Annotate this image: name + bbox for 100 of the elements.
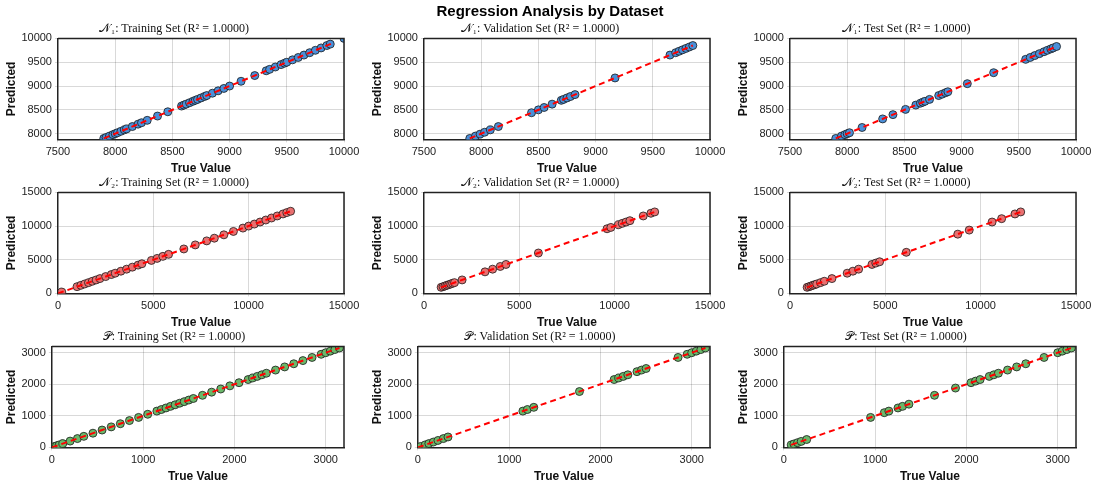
x-tick-label: 0 <box>420 299 428 312</box>
y-tick-label: 15000 <box>21 185 52 198</box>
x-tick-label: 0 <box>54 299 62 312</box>
y-tick-label: 8000 <box>759 126 784 139</box>
y-tick-label: 9000 <box>759 79 784 92</box>
x-tick-label: 9000 <box>217 145 242 158</box>
x-tick-label: 5000 <box>507 299 532 312</box>
y-tick-label: 9500 <box>759 55 784 68</box>
y-tick-label: 5000 <box>393 252 418 265</box>
y-tick-label: 10000 <box>753 31 784 44</box>
x-axis-title: True Value <box>899 469 961 484</box>
x-tick-label: 15000 <box>328 299 360 312</box>
x-tick-label: 15000 <box>1060 299 1092 312</box>
y-tick-label: 2000 <box>21 377 46 390</box>
x-tick-label: 10000 <box>328 145 360 158</box>
x-tick-label: 1000 <box>496 453 522 466</box>
y-axis-title: Predicted <box>3 215 18 271</box>
x-tick-label: 2000 <box>588 453 613 466</box>
x-tick-label: 8500 <box>526 145 551 158</box>
y-tick-label: 10000 <box>387 31 418 44</box>
y-tick-label: 0 <box>777 286 784 299</box>
x-tick-label: 0 <box>786 299 794 312</box>
x-tick-label: 1000 <box>130 453 156 466</box>
y-tick-label: 10000 <box>21 31 52 44</box>
chart-title: 𝒩₁: Training Set (R² = 1.0000) <box>99 21 249 36</box>
y-tick-label: 3000 <box>753 345 778 358</box>
y-tick-label: 3000 <box>387 345 412 358</box>
x-tick-label: 9500 <box>1006 145 1032 158</box>
y-tick-label: 10000 <box>21 219 52 232</box>
chart-title: 𝒫: Validation Set (R² = 1.0000) <box>464 329 616 344</box>
x-axis-title: True Value <box>902 161 964 176</box>
x-tick-label: 10000 <box>1060 145 1092 158</box>
x-tick-label: 5000 <box>873 299 898 312</box>
x-tick-label: 8500 <box>892 145 917 158</box>
x-tick-label: 3000 <box>313 453 338 466</box>
y-tick-label: 8000 <box>393 126 418 139</box>
chart-title: 𝒫: Training Set (R² = 1.0000) <box>102 329 246 344</box>
x-tick-label: 7500 <box>411 145 437 158</box>
y-tick-label: 0 <box>411 286 418 299</box>
chart-title: 𝒩₂: Validation Set (R² = 1.0000) <box>460 175 620 190</box>
y-tick-label: 5000 <box>759 252 784 265</box>
x-tick-label: 8500 <box>160 145 185 158</box>
y-tick-label: 15000 <box>753 185 784 198</box>
y-axis-title: Predicted <box>3 369 18 425</box>
y-tick-label: 10000 <box>387 219 418 232</box>
y-axis-title: Predicted <box>3 61 18 117</box>
y-axis-title: Predicted <box>369 215 384 271</box>
x-tick-label: 9500 <box>274 145 300 158</box>
chart-title: 𝒩₁: Validation Set (R² = 1.0000) <box>460 21 620 36</box>
x-axis-title: True Value <box>536 161 598 176</box>
y-tick-label: 2000 <box>753 377 778 390</box>
x-axis-title: True Value <box>902 315 964 330</box>
y-tick-label: 2000 <box>387 377 412 390</box>
y-tick-label: 8500 <box>393 102 418 115</box>
x-axis-title: True Value <box>167 469 229 484</box>
x-axis-title: True Value <box>170 315 232 330</box>
x-tick-label: 5000 <box>141 299 166 312</box>
y-tick-label: 0 <box>771 440 778 453</box>
y-tick-label: 0 <box>45 286 52 299</box>
x-tick-label: 1000 <box>862 453 888 466</box>
x-tick-label: 10000 <box>599 299 630 312</box>
chart-title: 𝒩₂: Test Set (R² = 1.0000) <box>841 175 971 190</box>
y-axis-title: Predicted <box>735 369 750 425</box>
text: Regression Analysis by Dataset <box>435 1 665 21</box>
x-tick-label: 3000 <box>679 453 704 466</box>
y-tick-label: 0 <box>405 440 412 453</box>
x-tick-label: 2000 <box>954 453 979 466</box>
y-tick-label: 8500 <box>27 102 52 115</box>
y-axis-title: Predicted <box>735 61 750 117</box>
x-axis-title: True Value <box>533 469 595 484</box>
y-axis-title: Predicted <box>369 61 384 117</box>
y-tick-label: 9500 <box>27 55 52 68</box>
y-tick-label: 3000 <box>21 345 46 358</box>
y-tick-label: 1000 <box>21 408 46 421</box>
chart-title: 𝒩₁: Test Set (R² = 1.0000) <box>841 21 971 36</box>
x-tick-label: 9000 <box>949 145 974 158</box>
chart-title: 𝒩₂: Training Set (R² = 1.0000) <box>99 175 249 190</box>
y-tick-label: 5000 <box>27 252 52 265</box>
x-tick-label: 10000 <box>233 299 264 312</box>
y-tick-label: 9500 <box>393 55 418 68</box>
y-tick-label: 8000 <box>27 126 52 139</box>
x-tick-label: 7500 <box>45 145 71 158</box>
y-axis-title: Predicted <box>735 215 750 271</box>
x-tick-label: 9000 <box>583 145 608 158</box>
y-tick-label: 9000 <box>393 79 418 92</box>
y-tick-label: 1000 <box>387 408 412 421</box>
y-tick-label: 10000 <box>753 219 784 232</box>
y-tick-label: 1000 <box>753 408 778 421</box>
x-tick-label: 3000 <box>1045 453 1070 466</box>
y-tick-label: 15000 <box>387 185 418 198</box>
x-tick-label: 10000 <box>694 145 726 158</box>
x-tick-label: 8000 <box>834 145 860 158</box>
x-tick-label: 7500 <box>777 145 803 158</box>
x-tick-label: 8000 <box>468 145 494 158</box>
y-tick-label: 9000 <box>27 79 52 92</box>
x-tick-label: 8000 <box>102 145 128 158</box>
x-tick-label: 15000 <box>694 299 726 312</box>
x-tick-label: 9500 <box>640 145 666 158</box>
x-axis-title: True Value <box>536 315 598 330</box>
x-tick-label: 2000 <box>222 453 247 466</box>
